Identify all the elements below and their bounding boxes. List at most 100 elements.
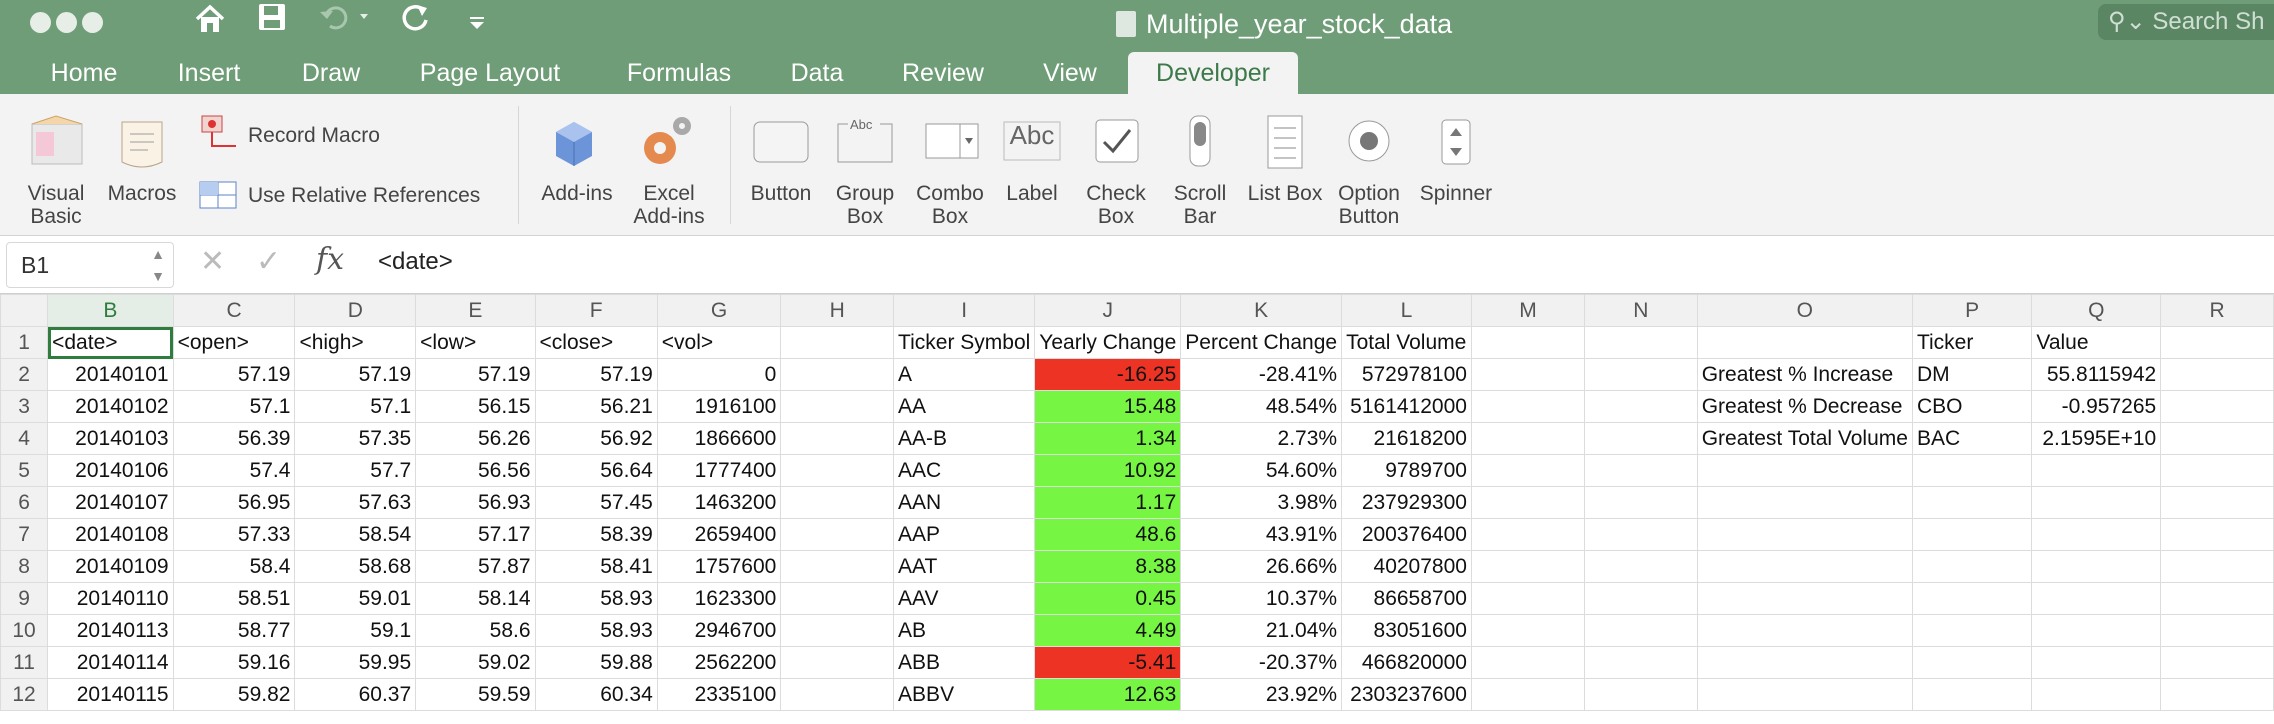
cell-b11[interactable]: 20140114 — [47, 646, 174, 679]
cell-k7[interactable]: 43.91% — [1180, 518, 1343, 551]
record-macro-button[interactable]: Record Macro — [248, 124, 380, 147]
cell-f5[interactable]: 56.64 — [534, 454, 658, 487]
cell-m10[interactable] — [1470, 614, 1586, 647]
cell-d1[interactable]: <high> — [294, 326, 417, 359]
cell-o5[interactable] — [1696, 454, 1913, 487]
column-header-d[interactable]: D — [294, 294, 417, 327]
cell-i2[interactable]: A — [893, 358, 1036, 391]
row-header[interactable]: 6 — [0, 486, 49, 519]
cell-m12[interactable] — [1470, 678, 1586, 711]
cell-r6[interactable] — [2160, 486, 2274, 519]
cell-l10[interactable]: 83051600 — [1341, 614, 1472, 647]
cell-c9[interactable]: 58.51 — [172, 582, 296, 615]
cell-c12[interactable]: 59.82 — [172, 678, 296, 711]
cell-k4[interactable]: 2.73% — [1180, 422, 1343, 455]
cell-d2[interactable]: 57.19 — [294, 358, 417, 391]
cell-i6[interactable]: AAN — [893, 486, 1036, 519]
cell-q8[interactable] — [2031, 550, 2162, 583]
cell-c8[interactable]: 58.4 — [172, 550, 296, 583]
cell-g5[interactable]: 1777400 — [656, 454, 782, 487]
cell-o2[interactable]: Greatest % Increase — [1696, 358, 1913, 391]
customize-toolbar-icon[interactable] — [462, 2, 492, 44]
cell-q9[interactable] — [2031, 582, 2162, 615]
cell-n3[interactable] — [1584, 390, 1698, 423]
column-header-e[interactable]: E — [415, 294, 536, 327]
cell-l12[interactable]: 2303237600 — [1341, 678, 1472, 711]
column-header-k[interactable]: K — [1180, 294, 1343, 327]
cell-q12[interactable] — [2031, 678, 2162, 711]
cell-r10[interactable] — [2160, 614, 2274, 647]
cell-p5[interactable] — [1911, 454, 2033, 487]
close-window-button[interactable] — [30, 12, 51, 33]
check-box-control[interactable]: Check Box — [1086, 182, 1146, 228]
cell-k5[interactable]: 54.60% — [1180, 454, 1343, 487]
cell-p7[interactable] — [1911, 518, 2033, 551]
cell-r2[interactable] — [2160, 358, 2274, 391]
cell-q10[interactable] — [2031, 614, 2162, 647]
cell-n8[interactable] — [1584, 550, 1698, 583]
cell-k10[interactable]: 21.04% — [1180, 614, 1343, 647]
cell-p1[interactable]: Ticker — [1911, 326, 2033, 359]
cell-i12[interactable]: ABBV — [893, 678, 1036, 711]
row-header[interactable]: 12 — [0, 678, 49, 711]
cell-n11[interactable] — [1584, 646, 1698, 679]
cell-q7[interactable] — [2031, 518, 2162, 551]
cell-m4[interactable] — [1470, 422, 1586, 455]
cell-k8[interactable]: 26.66% — [1180, 550, 1343, 583]
cell-i5[interactable]: AAC — [893, 454, 1036, 487]
cell-n10[interactable] — [1584, 614, 1698, 647]
save-icon[interactable] — [252, 2, 292, 44]
cell-b2[interactable]: 20140101 — [47, 358, 174, 391]
cell-b12[interactable]: 20140115 — [47, 678, 174, 711]
cell-f9[interactable]: 58.93 — [534, 582, 658, 615]
visual-basic-button[interactable]: Visual Basic — [27, 182, 85, 228]
cell-g12[interactable]: 2335100 — [656, 678, 782, 711]
cell-f7[interactable]: 58.39 — [534, 518, 658, 551]
label-control[interactable]: Label — [1006, 182, 1058, 205]
minimize-window-button[interactable] — [56, 12, 77, 33]
cell-o3[interactable]: Greatest % Decrease — [1696, 390, 1913, 423]
cell-b5[interactable]: 20140106 — [47, 454, 174, 487]
column-header-r[interactable]: R — [2160, 294, 2274, 327]
cell-g7[interactable]: 2659400 — [656, 518, 782, 551]
cell-h12[interactable] — [780, 678, 895, 711]
cell-f12[interactable]: 60.34 — [534, 678, 658, 711]
cell-e1[interactable]: <low> — [415, 326, 536, 359]
cell-b10[interactable]: 20140113 — [47, 614, 174, 647]
cell-j4[interactable]: 1.34 — [1034, 422, 1182, 455]
cell-f6[interactable]: 57.45 — [534, 486, 658, 519]
cell-c1[interactable]: <open> — [172, 326, 296, 359]
formula-input[interactable]: <date> — [378, 248, 453, 275]
cell-c3[interactable]: 57.1 — [172, 390, 296, 423]
cell-l1[interactable]: Total Volume — [1341, 326, 1472, 359]
cell-g6[interactable]: 1463200 — [656, 486, 782, 519]
name-box-stepper-icon[interactable]: ▲ ▼ — [151, 246, 165, 284]
cell-p9[interactable] — [1911, 582, 2033, 615]
column-header-h[interactable]: H — [780, 294, 895, 327]
cell-c2[interactable]: 57.19 — [172, 358, 296, 391]
cell-h10[interactable] — [780, 614, 895, 647]
column-header-m[interactable]: M — [1470, 294, 1586, 327]
row-header[interactable]: 2 — [0, 358, 49, 391]
cell-p11[interactable] — [1911, 646, 2033, 679]
cell-m8[interactable] — [1470, 550, 1586, 583]
cell-g3[interactable]: 1916100 — [656, 390, 782, 423]
cell-h1[interactable] — [780, 326, 895, 359]
cell-m5[interactable] — [1470, 454, 1586, 487]
cell-q5[interactable] — [2031, 454, 2162, 487]
cell-k2[interactable]: -28.41% — [1180, 358, 1343, 391]
column-header-j[interactable]: J — [1034, 294, 1182, 327]
cell-h7[interactable] — [780, 518, 895, 551]
row-header[interactable]: 10 — [0, 614, 49, 647]
cell-d12[interactable]: 60.37 — [294, 678, 417, 711]
cell-r5[interactable] — [2160, 454, 2274, 487]
cell-q4[interactable]: 2.1595E+10 — [2031, 422, 2162, 455]
cell-l5[interactable]: 9789700 — [1341, 454, 1472, 487]
cell-i8[interactable]: AAT — [893, 550, 1036, 583]
cell-o8[interactable] — [1696, 550, 1913, 583]
cell-l2[interactable]: 572978100 — [1341, 358, 1472, 391]
column-header-q[interactable]: Q — [2031, 294, 2162, 327]
cell-p6[interactable] — [1911, 486, 2033, 519]
cell-f2[interactable]: 57.19 — [534, 358, 658, 391]
cell-n6[interactable] — [1584, 486, 1698, 519]
